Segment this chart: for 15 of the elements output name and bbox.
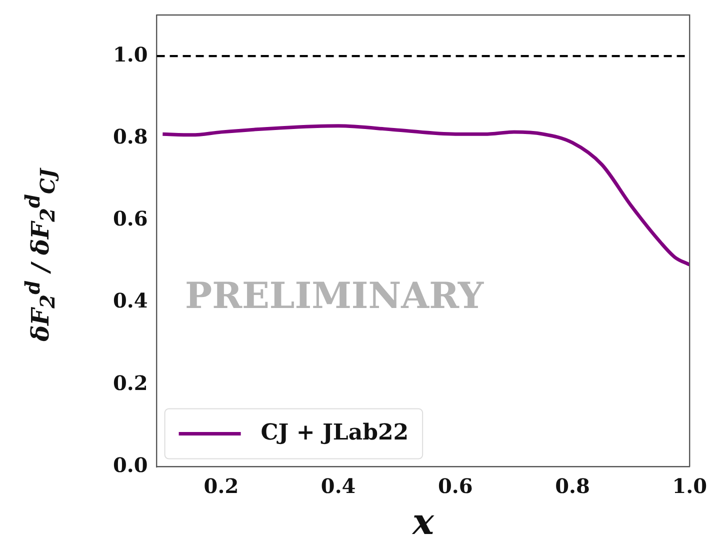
- line-series: [160, 124, 690, 266]
- y-tick-label: 0.0: [113, 453, 148, 478]
- y-tick-label: 0.6: [113, 206, 148, 231]
- x-tick-label: 1.0: [672, 474, 707, 498]
- x-tick-label: 0.6: [438, 474, 473, 498]
- x-tick-label: 0.8: [555, 474, 590, 498]
- legend-label: CJ + JLab22: [260, 420, 409, 446]
- x-axis-title: x: [411, 500, 434, 543]
- y-tick-label: 1.0: [113, 42, 148, 66]
- x-tick-label: 0.4: [320, 474, 356, 498]
- y-tick-label: 0.2: [113, 370, 148, 395]
- y-tick-label: 0.8: [113, 124, 148, 148]
- annotation: PRELIMINARY: [185, 275, 484, 317]
- y-tick-label: 0.4: [113, 288, 148, 313]
- x-tick-label: 0.2: [204, 474, 239, 498]
